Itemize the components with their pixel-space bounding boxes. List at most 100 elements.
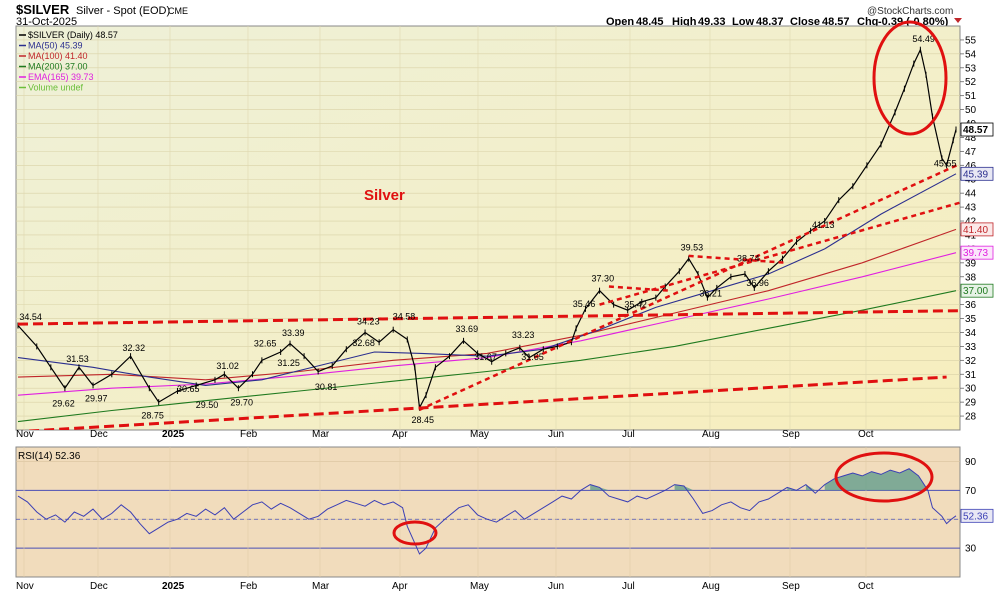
badge-box-ema165 xyxy=(960,245,994,260)
price-y-tick-label: 51 xyxy=(965,91,977,102)
legend-entry: $SILVER (Daily) 48.57 xyxy=(28,30,118,40)
price-y-tick-label: 55 xyxy=(965,35,977,46)
close-label: Close xyxy=(790,16,820,28)
price-x-tick-label: May xyxy=(470,429,489,440)
low-value: 48.37 xyxy=(756,16,784,28)
exchange-label: CME xyxy=(168,6,188,16)
rsi-x-tick-label: Apr xyxy=(392,581,408,592)
series-line-ma100 xyxy=(17,228,957,381)
rsi-y-tick-label: 90 xyxy=(965,457,977,468)
price-annotation-label: 34.54 xyxy=(19,312,42,322)
price-annotation-label: 32.65 xyxy=(254,338,277,348)
price-x-tick-label: Feb xyxy=(240,429,258,440)
legend-entry: MA(200) 37.00 xyxy=(28,62,88,72)
price-annotation-label: 34.58 xyxy=(393,311,416,321)
price-x-tick-label: Aug xyxy=(702,429,720,440)
trendline-group xyxy=(17,162,960,430)
price-x-tick-label: Oct xyxy=(858,429,874,440)
price-annotation-label: 35.42 xyxy=(624,300,647,310)
price-annotation-label: 34.23 xyxy=(357,316,380,326)
series-line-ma200 xyxy=(17,290,957,423)
price-y-tick-label: 42 xyxy=(965,217,977,228)
badge-box-ma200 xyxy=(960,283,994,298)
price-annotation-label: 32.32 xyxy=(123,343,146,353)
price-x-tick-label: Jul xyxy=(622,429,635,440)
price-annotation-label: 31.65 xyxy=(521,352,544,362)
price-annotation-label: 29.50 xyxy=(196,400,219,410)
badge-label-close: 48.57 xyxy=(963,125,988,136)
rsi-legend: RSI(14) 52.36 xyxy=(18,451,81,462)
price-annotation-label: 36.96 xyxy=(746,278,769,288)
badge-box-ma100 xyxy=(960,222,994,237)
trendline xyxy=(418,162,960,411)
price-x-tick-label: Nov xyxy=(16,429,34,440)
badge-label-ema165: 39.73 xyxy=(963,248,988,259)
badge-label-ma50: 45.39 xyxy=(963,169,988,180)
badge-label-ma200: 37.00 xyxy=(963,286,988,297)
watermark-text: @StockCharts.com xyxy=(867,6,953,17)
price-y-tick-label: 38 xyxy=(965,272,977,283)
price-y-tick-label: 54 xyxy=(965,49,977,60)
badge-box-ma50 xyxy=(960,166,994,181)
price-y-tick-label: 36 xyxy=(965,300,977,311)
down-arrow-icon xyxy=(954,18,962,23)
price-x-tick-label: Sep xyxy=(782,429,800,440)
rsi-x-tick-label: Nov xyxy=(16,581,34,592)
price-x-tick-label: Apr xyxy=(392,429,408,440)
rsi-x-tick-label: Feb xyxy=(240,581,258,592)
price-y-tick-label: 32 xyxy=(965,356,977,367)
price-annotation-label: 28.75 xyxy=(141,411,164,421)
rsi-x-tick-label: Oct xyxy=(858,581,874,592)
price-annotation-label: 32.68 xyxy=(352,338,375,348)
chart-date: 31-Oct-2025 xyxy=(16,16,77,28)
series-line-ema165 xyxy=(17,252,957,396)
series-line-ma50 xyxy=(17,173,957,386)
series-line-price xyxy=(17,47,957,410)
rsi-y-axis: 3050709052.36 xyxy=(960,457,994,555)
rsi-series-group xyxy=(17,468,957,555)
price-y-tick-label: 44 xyxy=(965,189,977,200)
price-annotation-label: 31.02 xyxy=(216,361,239,371)
rsi-x-tick-label: May xyxy=(470,581,489,592)
rsi-oversold-circle xyxy=(392,520,438,546)
price-annotation-label: 39.53 xyxy=(681,242,704,252)
rsi-x-tick-label: 2025 xyxy=(162,581,185,592)
price-y-tick-label: 35 xyxy=(965,314,977,325)
price-annotation-label: 31.25 xyxy=(277,358,300,368)
price-x-tick-label: 2025 xyxy=(162,429,185,440)
price-annotation-label: 54.49 xyxy=(912,34,935,44)
rsi-y-tick-label: 70 xyxy=(965,486,977,497)
price-x-tick-label: Dec xyxy=(90,429,108,440)
price-annotation-label: 28.45 xyxy=(411,415,434,425)
price-annotation-label: 30.65 xyxy=(177,384,200,394)
price-y-tick-label: 33 xyxy=(965,342,977,353)
legend-entry: EMA(165) 39.73 xyxy=(28,72,94,82)
trendline xyxy=(608,285,670,292)
legend-entry: MA(100) 41.40 xyxy=(28,51,88,61)
top-highlight-circle xyxy=(872,20,948,136)
rsi-x-tick-label: Sep xyxy=(782,581,800,592)
price-y-tick-label: 52 xyxy=(965,77,977,88)
price-annotation-label: 31.53 xyxy=(66,354,89,364)
chart-header: $SILVER Silver - Spot (EOD) CME 31-Oct-2… xyxy=(16,2,962,28)
price-series-group xyxy=(17,46,957,423)
rsi-badge-box xyxy=(960,508,994,523)
symbol-description: Silver - Spot (EOD) xyxy=(76,5,170,17)
price-y-tick-label: 39 xyxy=(965,258,977,269)
price-y-tick-label: 50 xyxy=(965,105,977,116)
price-annotation-label: 45.55 xyxy=(934,159,957,169)
price-y-tick-label: 47 xyxy=(965,147,977,158)
price-x-tick-label: Mar xyxy=(312,429,330,440)
close-value: 48.57 xyxy=(822,16,850,28)
rsi-x-tick-label: Jun xyxy=(548,581,564,592)
low-label: Low xyxy=(732,16,754,28)
price-x-tick-label: Jun xyxy=(548,429,564,440)
price-y-tick-label: 48 xyxy=(965,133,977,144)
legend-entry: MA(50) 45.39 xyxy=(28,41,83,51)
price-y-tick-label: 46 xyxy=(965,161,977,172)
rsi-line xyxy=(17,468,957,555)
price-annotation-label: 38.74 xyxy=(737,253,760,263)
price-y-tick-label: 34 xyxy=(965,328,977,339)
badge-label-ma100: 41.40 xyxy=(963,225,988,236)
